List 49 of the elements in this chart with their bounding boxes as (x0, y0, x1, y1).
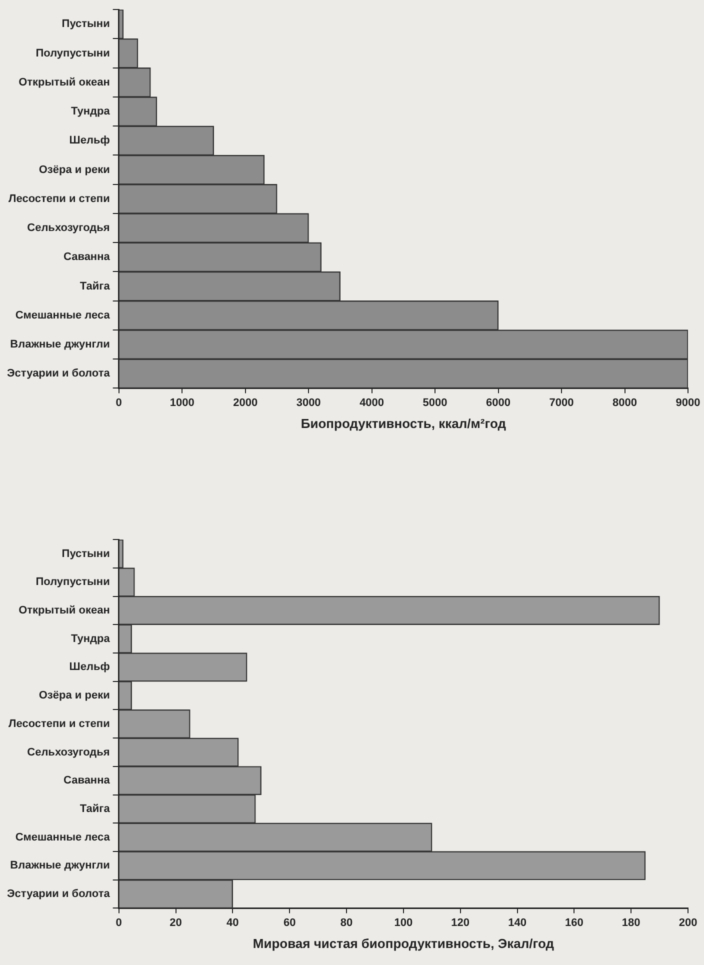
y-tick-label: Саванна (64, 251, 111, 264)
x-tick-label: 140 (508, 916, 526, 929)
y-tick-label: Смешанные леса (15, 831, 111, 844)
y-tick-label: Саванна (64, 774, 111, 787)
y-tick-label: Сельхозугодья (27, 222, 110, 234)
y-tick-label: Шельф (69, 134, 110, 147)
x-tick-label: 0 (116, 396, 122, 409)
x-axis-title: Биопродуктивность, ккал/м²год (300, 416, 507, 431)
y-tick-label: Влажные джунгли (10, 860, 110, 872)
x-tick-label: 20 (170, 916, 182, 929)
y-tick-label: Открытый океан (18, 604, 110, 617)
x-tick-label: 9000 (676, 396, 700, 409)
x-tick-label: 60 (283, 916, 296, 929)
y-tick-label: Смешанные леса (15, 309, 111, 322)
y-tick-label: Полупустыни (36, 576, 110, 588)
y-tick-label: Сельхозугодья (27, 746, 110, 758)
x-tick-label: 160 (564, 916, 584, 929)
x-tick-label: 200 (678, 916, 698, 929)
x-tick-label: 7000 (549, 396, 574, 409)
y-tick-label: Тундра (70, 106, 111, 118)
y-tick-label: Озёра и реки (38, 164, 110, 176)
x-tick-label: 80 (340, 916, 353, 929)
x-tick-label: 120 (451, 916, 470, 929)
y-tick-label: Лесостепи и степи (8, 718, 110, 730)
x-tick-label: 180 (622, 916, 640, 929)
y-tick-label: Лесостепи и степи (8, 192, 110, 205)
y-tick-label: Пустыни (62, 548, 110, 560)
x-tick-label: 100 (394, 916, 413, 929)
y-tick-label: Влажные джунгли (10, 338, 110, 351)
y-tick-label: Тундра (70, 632, 111, 645)
y-tick-label: Эстуарии и болота (6, 888, 111, 900)
y-tick-label: Тайга (80, 280, 111, 292)
x-tick-label: 2000 (233, 396, 258, 409)
y-tick-label: Открытый океан (18, 76, 110, 88)
x-axis-title: Мировая чистая биопродуктивность, Экал/год (252, 936, 555, 951)
y-tick-label: Эстуарии и болота (6, 368, 111, 380)
y-tick-label: Тайга (80, 802, 111, 815)
x-tick-label: 8000 (612, 396, 638, 409)
y-tick-label: Шельф (69, 661, 110, 674)
x-tick-label: 5000 (422, 396, 448, 409)
x-tick-label: 0 (116, 916, 122, 929)
x-tick-label: 4000 (360, 396, 384, 409)
y-tick-label: Полупустыни (36, 47, 110, 60)
x-tick-label: 3000 (296, 396, 321, 409)
x-tick-label: 1000 (170, 396, 194, 409)
x-tick-label: 40 (226, 916, 239, 929)
x-tick-label: 6000 (486, 396, 511, 409)
y-tick-label: Озёра и реки (38, 690, 110, 702)
y-tick-label: Пустыни (62, 18, 110, 30)
